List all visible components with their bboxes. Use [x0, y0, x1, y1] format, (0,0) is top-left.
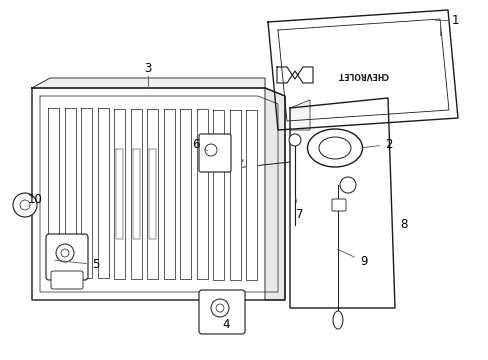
Text: 5: 5 [55, 258, 99, 271]
Circle shape [61, 249, 69, 257]
Polygon shape [130, 109, 141, 279]
Circle shape [20, 200, 30, 210]
Polygon shape [81, 108, 92, 278]
Circle shape [339, 177, 355, 193]
Polygon shape [229, 110, 240, 280]
Polygon shape [163, 109, 174, 279]
FancyBboxPatch shape [51, 271, 83, 289]
Polygon shape [180, 109, 191, 279]
Circle shape [204, 144, 217, 156]
Text: 9: 9 [337, 249, 367, 268]
Polygon shape [267, 10, 457, 130]
Ellipse shape [307, 129, 362, 167]
Circle shape [56, 244, 74, 262]
Circle shape [210, 299, 228, 317]
Polygon shape [32, 78, 264, 88]
Text: 8: 8 [399, 219, 407, 231]
FancyBboxPatch shape [46, 234, 88, 280]
Polygon shape [289, 98, 394, 308]
Text: 1: 1 [451, 13, 459, 27]
Polygon shape [97, 108, 108, 278]
Polygon shape [64, 108, 75, 278]
Polygon shape [48, 108, 59, 278]
Ellipse shape [318, 137, 350, 159]
Text: 10: 10 [28, 193, 43, 206]
Text: CHEVROLET: CHEVROLET [337, 71, 388, 80]
Text: 7: 7 [295, 198, 303, 221]
Polygon shape [147, 109, 158, 279]
Text: 4: 4 [221, 312, 229, 331]
Text: 3: 3 [144, 62, 151, 75]
Polygon shape [289, 100, 309, 130]
Ellipse shape [332, 311, 342, 329]
FancyBboxPatch shape [199, 134, 230, 172]
Polygon shape [213, 109, 224, 279]
Polygon shape [196, 109, 207, 279]
Polygon shape [264, 88, 285, 300]
FancyBboxPatch shape [331, 199, 346, 211]
Polygon shape [114, 109, 125, 279]
Polygon shape [278, 19, 448, 121]
Circle shape [13, 193, 37, 217]
Polygon shape [32, 88, 285, 300]
FancyBboxPatch shape [199, 290, 244, 334]
Text: 2: 2 [362, 138, 392, 151]
Circle shape [288, 134, 301, 146]
Text: 6: 6 [192, 138, 207, 151]
Circle shape [216, 304, 224, 312]
Polygon shape [245, 110, 257, 280]
